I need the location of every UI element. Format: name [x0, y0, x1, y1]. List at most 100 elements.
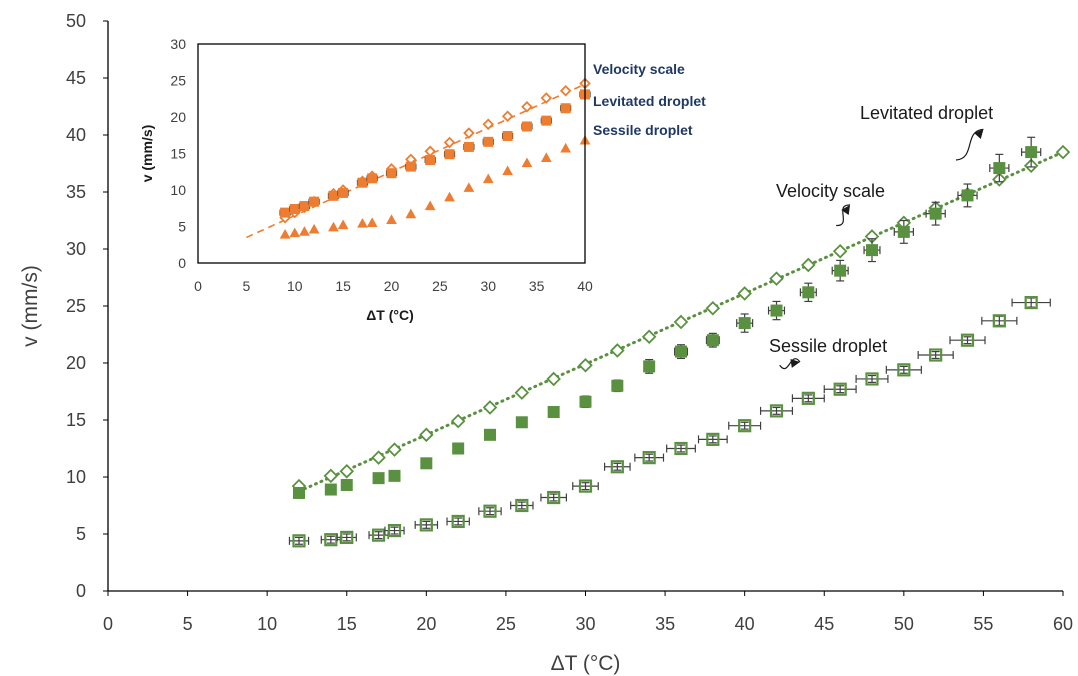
annotation-levitated-droplet-arrow	[955, 128, 984, 161]
annotation-levitated-droplet-label: Levitated droplet	[860, 103, 993, 123]
inset-sessile-droplet-point	[405, 208, 417, 219]
inset-series-sessile-droplet	[279, 134, 591, 239]
inset-x-tick-label: 0	[194, 278, 202, 294]
main-x-tick-label: 25	[496, 614, 516, 634]
annotation-levitated-droplet: Levitated droplet	[860, 103, 993, 161]
inset-velocity-scale-point	[501, 110, 514, 123]
annotation-sessile-droplet-arrow	[779, 358, 801, 369]
sessile-droplet-point	[960, 333, 975, 347]
sessile-droplet-point	[706, 432, 720, 446]
sessile-droplet-error-bar	[697, 435, 728, 444]
inset-levitated-droplet-point	[367, 173, 378, 184]
velocity-scale-point	[339, 464, 355, 479]
sessile-droplet-error-bar	[728, 421, 762, 430]
inset-sessile-droplet-point	[279, 229, 291, 239]
levitated-droplet-point	[547, 406, 560, 419]
main-x-axis-title: ΔT (°C)	[551, 652, 621, 675]
main-x-tick-label: 45	[814, 614, 834, 634]
inset-levitated-droplet-point	[386, 168, 397, 179]
main-x-tick-label: 35	[655, 614, 675, 634]
main-x-tick-label: 50	[894, 614, 914, 634]
levitated-droplet-point	[675, 345, 687, 358]
velocity-scale-point	[450, 413, 466, 429]
inset-velocity-scale-point	[443, 136, 456, 149]
main-y-tick-label: 5	[76, 524, 86, 544]
sessile-droplet-point	[483, 504, 497, 518]
inset-y-tick-label: 0	[178, 255, 186, 271]
inset-background	[198, 44, 585, 263]
inset-sessile-droplet-point	[540, 152, 552, 162]
main-y-tick-label: 15	[66, 410, 86, 430]
sessile-droplet-error-bar	[572, 482, 599, 491]
sessile-droplet-error-bar	[288, 536, 310, 545]
main-x-tick-label: 5	[183, 614, 193, 634]
main-y-tick-label: 0	[76, 581, 86, 601]
inset-levitated-droplet-point	[309, 196, 320, 207]
sessile-droplet-point	[833, 382, 847, 396]
sessile-droplet-point	[387, 523, 402, 538]
inset-x-axis-title: ΔT (°C)	[366, 307, 414, 323]
main-y-tick-label: 30	[66, 239, 86, 259]
inset-velocity-scale-point	[482, 118, 495, 131]
inset-sessile-droplet-point	[289, 227, 301, 238]
main-y-tick-label: 25	[66, 296, 86, 316]
sessile-droplet-error-bar	[1011, 297, 1051, 308]
sessile-droplet-error-bar	[603, 462, 631, 471]
levitated-droplet-point	[1025, 146, 1038, 159]
sessile-droplet-point	[419, 518, 433, 532]
levitated-droplet-point	[324, 483, 337, 496]
main-x-tick-label: 55	[973, 614, 993, 634]
levitated-droplet-point	[484, 428, 496, 441]
inset-x-tick-label: 40	[577, 278, 593, 294]
inset-levitated-droplet-point	[541, 115, 552, 126]
main-plot-marks	[288, 136, 1071, 548]
inset-sessile-droplet-point	[328, 221, 339, 232]
sessile-droplet-error-bar	[510, 501, 534, 510]
levitated-droplet-error-bar	[799, 282, 817, 303]
sessile-droplet-point	[865, 372, 879, 386]
main-y-tick-label: 20	[66, 353, 86, 373]
levitated-droplet-point	[834, 264, 847, 277]
sessile-droplet-error-bar	[666, 444, 696, 453]
levitated-droplet-point	[340, 478, 353, 491]
velocity-scale-point	[387, 442, 402, 457]
sessile-droplet-error-bar	[791, 394, 825, 403]
inset-frame	[197, 43, 586, 264]
inset-sessile-droplet-point	[337, 219, 349, 230]
inset-sessile-droplet-point	[299, 226, 310, 236]
levitated-droplet-point	[802, 286, 815, 299]
velocity-scale-point	[546, 371, 561, 387]
inset-velocity-scale-trendline	[246, 83, 586, 239]
inset-levitated-droplet-point	[444, 149, 455, 160]
inset-y-tick-label: 5	[178, 219, 186, 235]
sessile-droplet-error-bar	[759, 406, 794, 415]
main-series-sessile-droplet	[288, 295, 1051, 548]
main-y-axis-title: v (mm/s)	[19, 265, 42, 347]
inset-levitated-droplet-point	[299, 201, 310, 212]
inset-sessile-droplet-point	[560, 142, 571, 153]
inset-sessile-droplet-point	[502, 165, 513, 176]
levitated-droplet-point	[738, 317, 751, 330]
sessile-droplet-error-bar	[478, 507, 502, 516]
sessile-droplet-point	[738, 419, 752, 433]
sessile-droplet-point	[1024, 295, 1038, 310]
sessile-droplet-point	[515, 498, 529, 513]
inset-y-tick-label: 15	[170, 146, 186, 162]
sessile-droplet-point	[451, 514, 465, 529]
inset-y-tick-label: 10	[170, 182, 186, 198]
inset-chart: 0 5 10 15 20 25 30 35 40 0 5 10 15 20 25 30 ΔT (°C) v …	[139, 36, 706, 323]
sessile-droplet-point	[324, 533, 338, 547]
levitated-droplet-point	[961, 189, 974, 202]
velocity-scale-point	[737, 286, 752, 301]
inset-levitated-droplet-point	[289, 203, 300, 214]
velocity-scale-point	[673, 314, 689, 330]
velocity-scale-point	[419, 427, 434, 443]
inset-sessile-droplet-point	[386, 214, 397, 225]
inset-levitated-droplet-point	[463, 141, 474, 152]
inset-x-tick-label: 10	[287, 278, 303, 294]
sessile-droplet-point	[547, 490, 561, 505]
levitated-droplet-point	[929, 207, 942, 220]
main-chart: 0 5 10 15 20 25 30 35 40 45 50 55 60 051015202530354…	[19, 11, 1073, 675]
main-y-tick-labels: 0 5 10 15 20 25 30 35 40 45 50	[66, 11, 108, 601]
